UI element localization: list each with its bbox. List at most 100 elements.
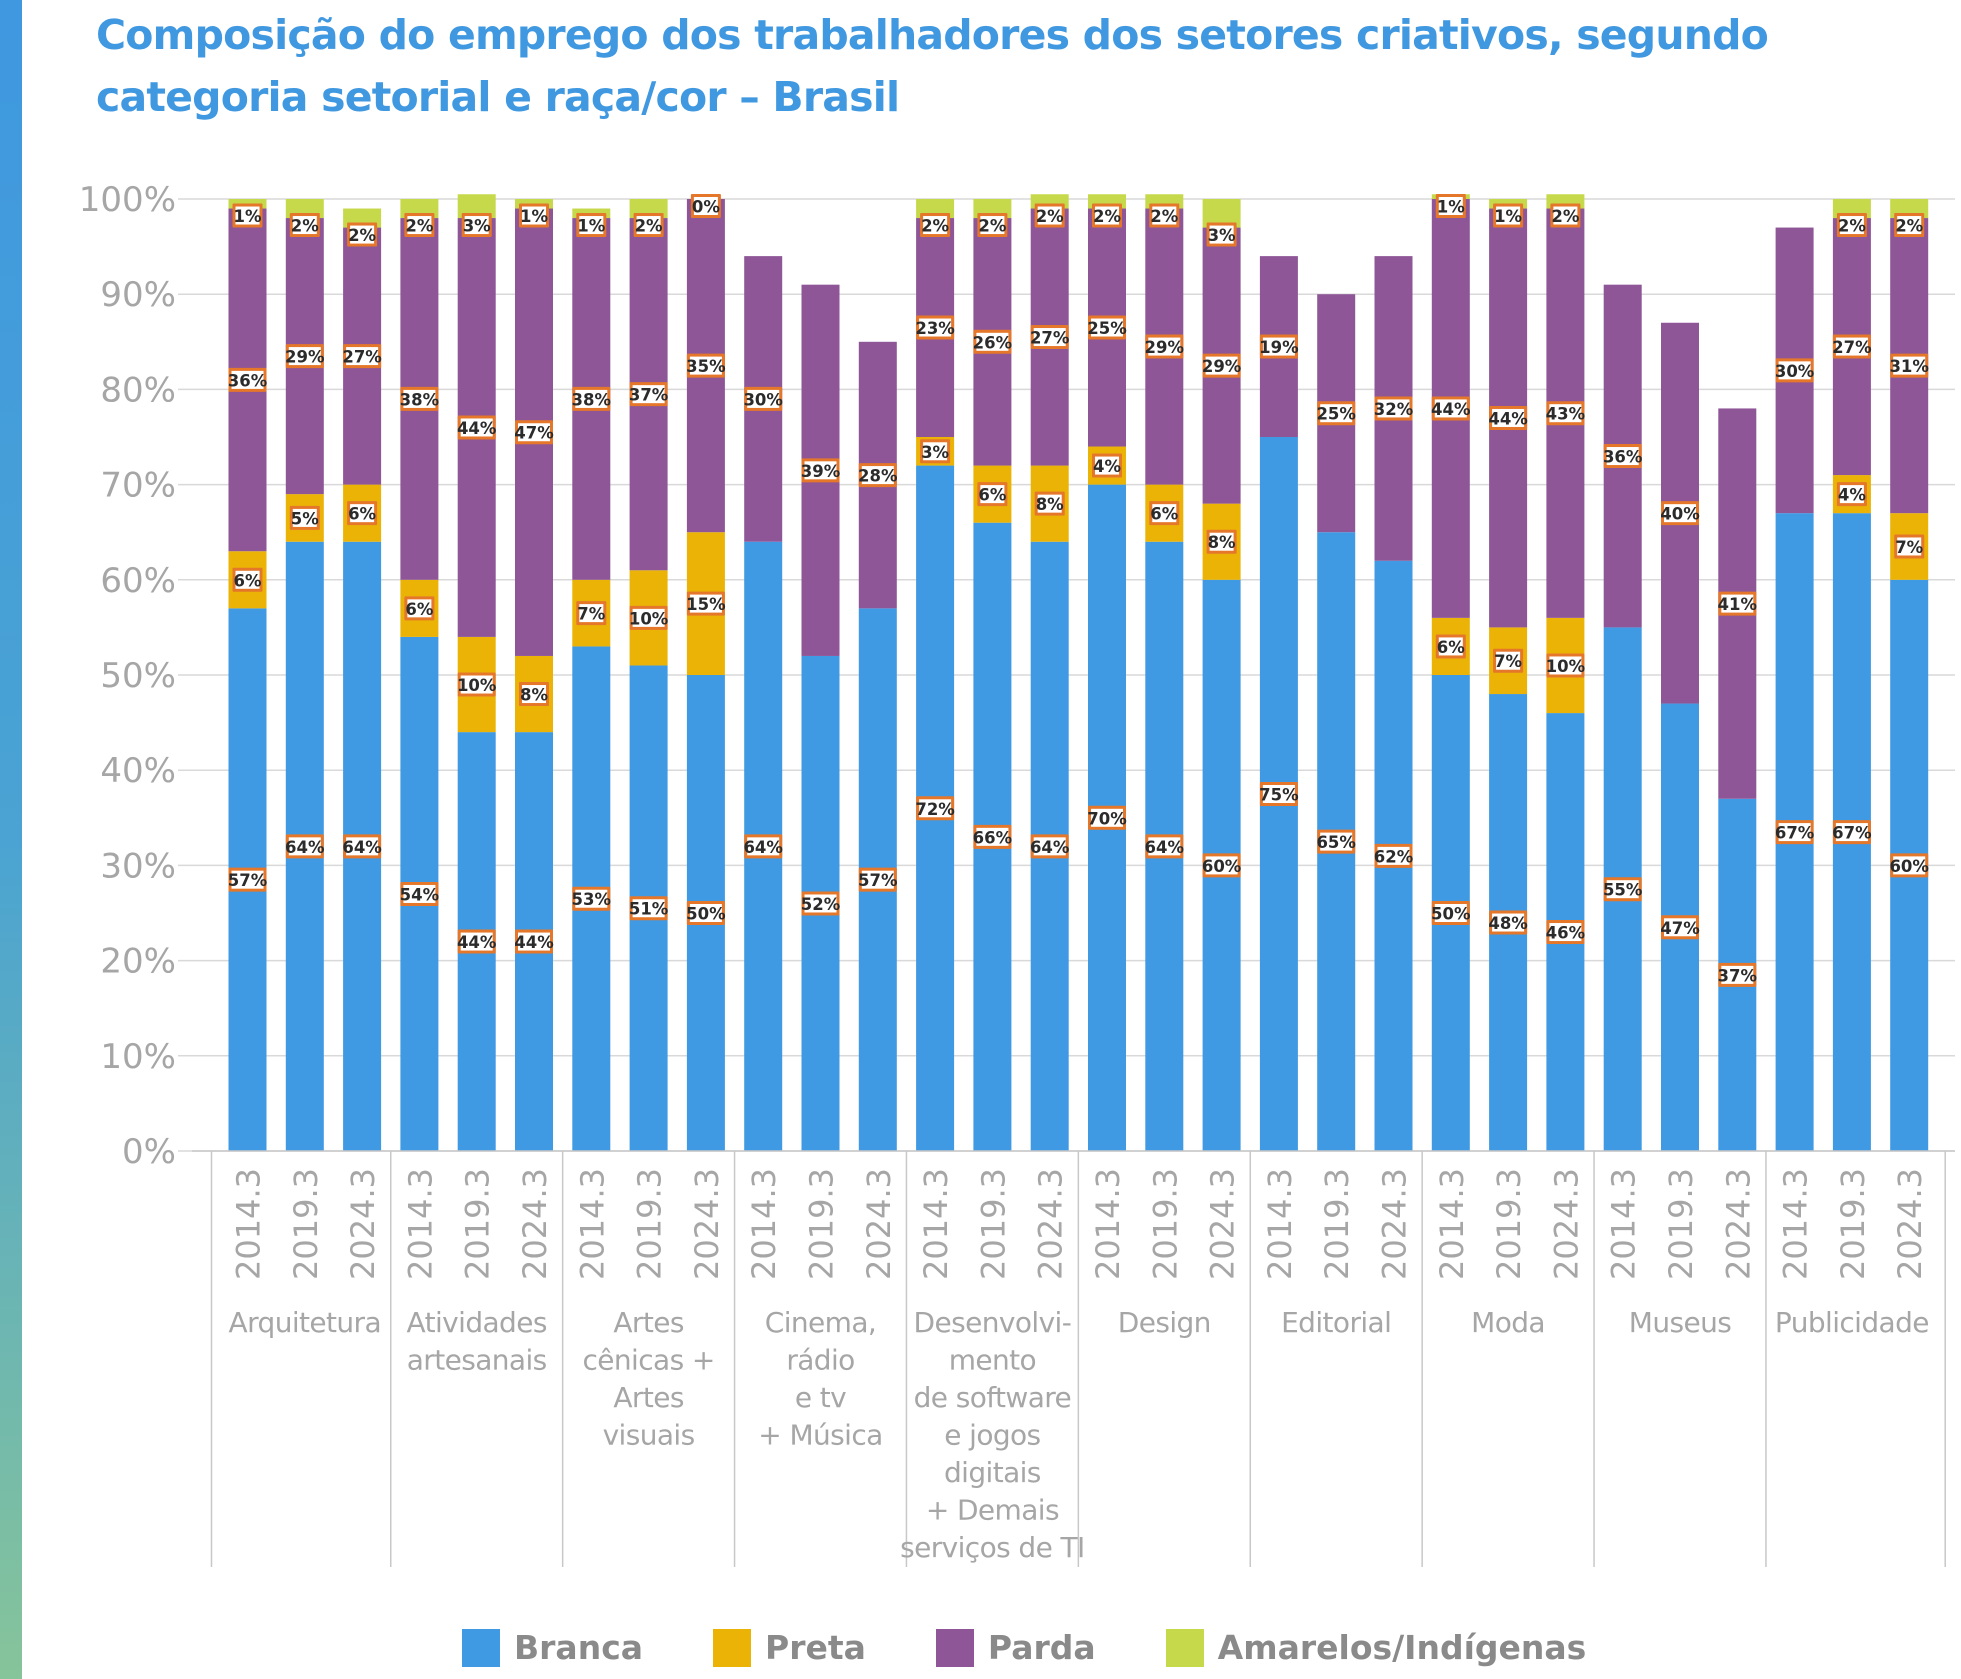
legend-swatch-parda: [935, 1628, 974, 1667]
data-label-box: [1492, 913, 1525, 932]
data-label: 7%: [1895, 538, 1923, 557]
data-label-box: [231, 370, 264, 389]
data-label-box: [350, 225, 375, 244]
data-label: 43%: [1546, 405, 1586, 424]
data-label: 70%: [1087, 809, 1127, 828]
data-label: 57%: [858, 871, 898, 890]
data-label: 30%: [743, 390, 783, 409]
data-label-box: [1148, 337, 1181, 356]
bar-segment: [457, 194, 496, 219]
data-label: 36%: [228, 371, 268, 390]
x-group-label: cênicas +: [582, 1344, 714, 1377]
data-label: 2%: [1551, 207, 1579, 226]
data-label-box: [292, 508, 317, 527]
data-label: 60%: [1889, 857, 1929, 876]
data-label-box: [689, 594, 722, 613]
x-period-label: 2024.3: [1719, 1168, 1757, 1280]
x-group-label: Desenvolvi-: [914, 1306, 1072, 1339]
data-label: 64%: [285, 838, 325, 857]
data-label: 35%: [686, 357, 726, 376]
data-label: 67%: [1775, 824, 1815, 843]
data-label: 19%: [1259, 338, 1299, 357]
data-label: 36%: [1603, 448, 1643, 467]
legend-swatch-branca: [462, 1628, 500, 1667]
data-label-box: [919, 318, 952, 337]
data-label-box: [1835, 337, 1868, 356]
data-label: 52%: [801, 895, 841, 914]
x-group-label: e tv: [795, 1381, 846, 1414]
data-label-box: [288, 347, 321, 366]
data-label: 23%: [915, 319, 955, 338]
y-tick-label: 10%: [100, 1037, 176, 1077]
data-label: 2%: [1838, 217, 1866, 236]
data-label-box: [460, 675, 493, 694]
y-tick-label: 90%: [100, 275, 176, 315]
x-group-label: Arquitetura: [229, 1306, 381, 1339]
data-label: 2%: [405, 217, 433, 236]
data-label-box: [407, 216, 432, 235]
legend-label-preta: Preta: [765, 1628, 866, 1667]
data-label: 6%: [348, 505, 376, 524]
data-label: 15%: [686, 595, 726, 614]
x-period-label: 2019.3: [1146, 1168, 1184, 1280]
data-label: 4%: [1838, 486, 1866, 505]
data-label: 32%: [1374, 400, 1414, 419]
data-label: 64%: [743, 838, 783, 857]
data-label-box: [1377, 399, 1410, 418]
data-label-box: [1839, 216, 1864, 235]
data-label-box: [1549, 656, 1582, 675]
data-label-box: [1091, 808, 1123, 827]
data-label: 44%: [457, 419, 497, 438]
data-label: 5%: [291, 509, 319, 528]
data-label: 10%: [629, 609, 669, 628]
data-label: 50%: [1431, 905, 1471, 924]
data-label-box: [235, 570, 260, 589]
data-label: 64%: [1145, 838, 1185, 857]
data-label: 40%: [1660, 505, 1700, 524]
data-label: 62%: [1374, 847, 1414, 866]
data-label-box: [1262, 337, 1295, 356]
data-label: 7%: [577, 605, 605, 624]
legend-label-parda: Parda: [987, 1628, 1096, 1667]
data-label: 50%: [686, 905, 726, 924]
legend-item-amarelos-indigenas: Amarelos/Indígenas: [1165, 1628, 1586, 1667]
x-period-label: 2024.3: [1032, 1168, 1070, 1280]
data-label: 25%: [1087, 319, 1127, 338]
legend-label-branca: Branca: [514, 1628, 644, 1667]
data-label: 66%: [973, 828, 1013, 847]
data-label: 29%: [1202, 357, 1242, 376]
data-label: 44%: [457, 933, 497, 952]
x-group-label: + Demais: [926, 1494, 1059, 1527]
data-label-box: [747, 837, 780, 856]
data-label-box: [632, 899, 665, 918]
data-label: 2%: [921, 217, 949, 236]
data-label-box: [1897, 216, 1922, 235]
x-period-label: 2019.3: [1490, 1168, 1528, 1280]
x-period-label: 2014.3: [1777, 1168, 1815, 1280]
data-label: 26%: [973, 333, 1013, 352]
x-period-label: 2024.3: [516, 1168, 554, 1280]
data-label-box: [1835, 823, 1868, 842]
data-label-box: [1496, 651, 1521, 670]
data-label: 48%: [1488, 914, 1528, 933]
data-label: 72%: [915, 800, 955, 819]
x-period-label: 2014.3: [1433, 1168, 1471, 1280]
x-group-label: visuais: [603, 1419, 695, 1452]
data-label-box: [1549, 404, 1582, 423]
data-label-box: [693, 197, 718, 215]
data-label-box: [923, 442, 948, 461]
data-label-box: [919, 799, 952, 818]
x-group-label: Editorial: [1281, 1306, 1391, 1339]
data-label: 3%: [1208, 226, 1236, 245]
data-label-box: [403, 389, 436, 408]
data-label: 38%: [400, 390, 440, 409]
data-label: 3%: [921, 443, 949, 462]
x-group-label: Artes: [613, 1381, 683, 1414]
data-label: 37%: [1718, 966, 1758, 985]
data-label: 4%: [1093, 457, 1121, 476]
legend-swatch-preta: [713, 1628, 752, 1667]
data-label-box: [1438, 197, 1463, 215]
data-label-box: [346, 347, 379, 366]
x-period-label: 2019.3: [631, 1168, 669, 1280]
data-label: 2%: [1150, 207, 1178, 226]
